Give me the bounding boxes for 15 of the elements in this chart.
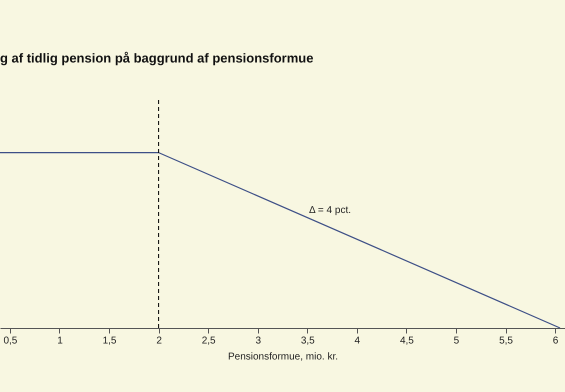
x-tick-label: 2,5 [202,336,216,346]
x-tick-label: 5,5 [499,336,514,346]
x-axis-title: Pensionsformue, mio. kr. [228,352,338,362]
x-tick-label: 5 [454,336,460,346]
annotation: Δ = 4 pct. [309,205,351,216]
x-tick-label: 2 [156,336,162,346]
x-tick-label: 6 [552,336,559,346]
x-tick-label: 1,5 [102,336,117,346]
x-tick-label: 1 [57,336,64,346]
x-tick-label: 0,5 [3,336,18,346]
x-tick-label: 3 [255,336,262,346]
x-tick-label: 4,5 [400,336,414,346]
x-tick-label: 4 [354,336,361,346]
x-tick-label: 3,5 [300,336,316,346]
chart-title: g af tidlig pension på baggrund af pensionsformue [0,50,314,66]
